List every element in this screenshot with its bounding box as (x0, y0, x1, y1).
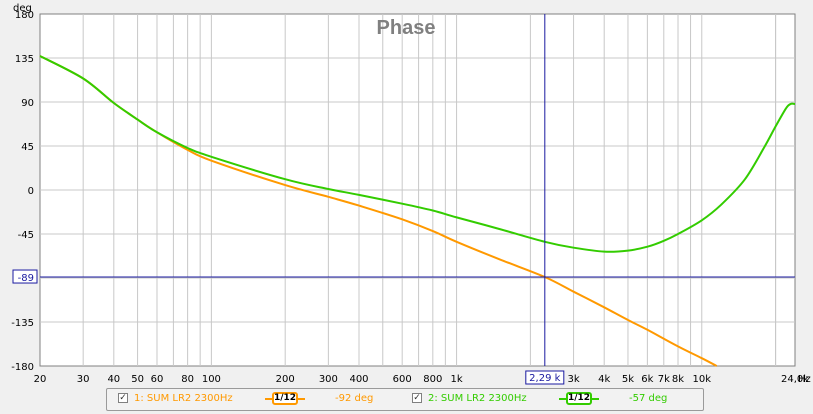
series-1-name: 1: SUM LR2 2300Hz (134, 393, 233, 404)
y-tick-label: -135 (11, 318, 34, 329)
x-tick-label: 4k (598, 374, 610, 385)
y-tick-label: 135 (15, 54, 34, 65)
x-axis-unit: Hz (798, 374, 811, 385)
legend-bar: ✓ 1: SUM LR2 2300Hz 1/12 -92 deg ✓ 2: SU… (106, 388, 704, 411)
series-2-name: 2: SUM LR2 2300Hz (428, 393, 527, 404)
x-tick-label: 7k (658, 374, 670, 385)
series-2-readout: -57 deg (629, 393, 668, 404)
y-tick-label: -45 (18, 230, 34, 241)
y-tick-labels: 180 135 90 45 0 -45 -135 -180 (11, 10, 34, 373)
y-tick-label: 180 (15, 10, 34, 21)
cursor-y-label-box (12, 269, 38, 284)
series-2-smoothing-button[interactable]: 1/12 (566, 392, 592, 405)
series-2-checkbox[interactable]: ✓ (412, 393, 422, 403)
cursor-x-label-box (525, 370, 565, 385)
x-tick-label: 80 (181, 374, 194, 385)
x-tick-labels: 20 30 40 50 60 80 100 200 300 400 600 800 1k 3k 4k 5k 6k… (34, 374, 810, 385)
series-1-checkbox[interactable]: ✓ (118, 393, 128, 403)
x-tick-label: 600 (393, 374, 412, 385)
x-tick-label: 40 (107, 374, 120, 385)
x-tick-label: 6k (641, 374, 653, 385)
y-axis-label: deg (13, 3, 32, 14)
cursor-x-label: 2,29 k (529, 373, 560, 384)
x-tick-label: 60 (151, 374, 164, 385)
chart-title: Phase (377, 17, 436, 39)
x-tick-label: 3k (567, 374, 579, 385)
x-tick-label: 200 (276, 374, 295, 385)
x-tick-label: 400 (349, 374, 368, 385)
x-tick-label: 24,0k (781, 374, 809, 385)
x-tick-label: 8k (672, 374, 684, 385)
x-tick-label: 30 (77, 374, 90, 385)
x-tick-label: 50 (131, 374, 144, 385)
x-tick-label: 100 (202, 374, 221, 385)
y-tick-label: 45 (21, 142, 34, 153)
y-tick-label: 90 (21, 98, 34, 109)
series-1-readout: -92 deg (335, 393, 374, 404)
x-tick-label: 300 (319, 374, 338, 385)
cursor-y-label: -89 (18, 273, 34, 284)
y-tick-label: -180 (11, 362, 34, 373)
x-tick-label: 10k (693, 374, 712, 385)
cursor: 2,29 k -89 (12, 14, 795, 385)
horizontal-grid (40, 57, 795, 323)
y-tick-label: 0 (28, 186, 34, 197)
x-tick-label: 800 (423, 374, 442, 385)
x-tick-label: 5k (622, 374, 634, 385)
series-1-smoothing-button[interactable]: 1/12 (272, 392, 298, 405)
x-tick-label: 1k (451, 374, 463, 385)
x-tick-label: 20 (34, 374, 47, 385)
